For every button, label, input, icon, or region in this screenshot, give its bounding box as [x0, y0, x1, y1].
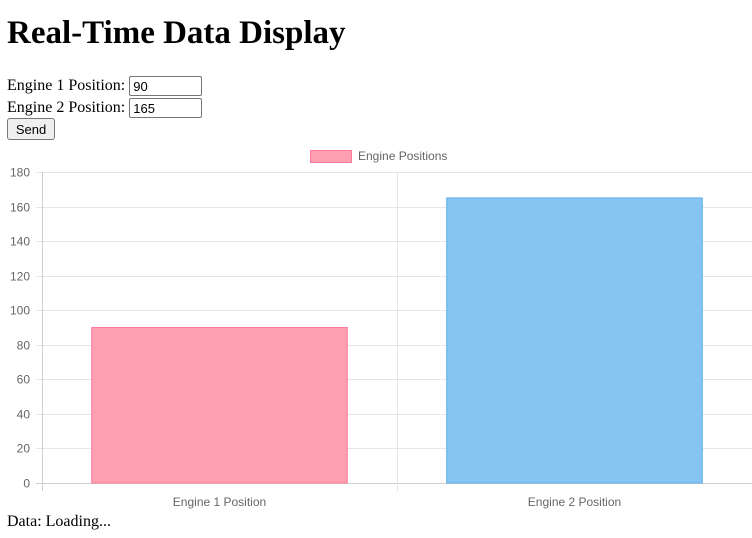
engine2-input[interactable]	[129, 98, 203, 118]
status-value: Loading...	[45, 513, 111, 530]
legend-label: Engine Positions	[358, 149, 447, 163]
engine2-label: Engine 2 Position:	[7, 99, 126, 116]
y-tick-label: 100	[10, 304, 30, 318]
y-tick-label: 180	[10, 166, 30, 180]
engine2-row: Engine 2 Position:	[7, 97, 203, 119]
page-title: Real-Time Data Display	[7, 15, 346, 51]
y-tick-label: 40	[17, 408, 31, 422]
status-label: Data:	[7, 513, 42, 530]
status-line: Data: Loading...	[7, 513, 111, 531]
engine1-input[interactable]	[129, 76, 203, 96]
y-tick-label: 60	[17, 373, 31, 387]
engine1-label: Engine 1 Position:	[7, 77, 126, 94]
engine1-row: Engine 1 Position:	[7, 75, 203, 97]
x-tick-label: Engine 2 Position	[528, 495, 621, 509]
x-tick-label: Engine 1 Position	[173, 495, 266, 509]
y-tick-label: 0	[23, 477, 30, 491]
legend-swatch	[310, 150, 352, 163]
y-tick-label: 120	[10, 270, 30, 284]
bar	[446, 197, 703, 484]
bar	[91, 327, 348, 484]
y-tick-label: 140	[10, 235, 30, 249]
y-tick-label: 80	[17, 339, 31, 353]
engine-positions-chart: Engine Positions 0 20 40 60 80 100 120 140 160 180…	[10, 149, 752, 509]
send-button[interactable]: Send	[7, 118, 55, 140]
y-tick-label: 20	[17, 442, 31, 456]
y-tick-label: 160	[10, 201, 30, 215]
